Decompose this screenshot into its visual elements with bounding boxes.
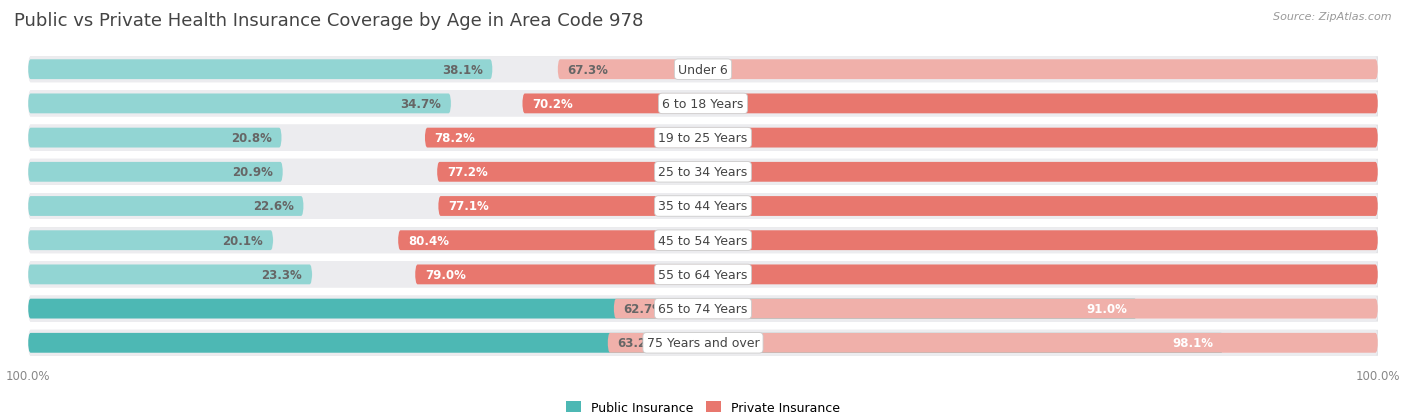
Text: 77.2%: 77.2% [447,166,488,179]
FancyBboxPatch shape [30,91,1379,117]
FancyBboxPatch shape [28,125,1378,151]
Text: 45 to 54 Years: 45 to 54 Years [658,234,748,247]
FancyBboxPatch shape [28,228,1378,254]
FancyBboxPatch shape [28,299,1137,319]
FancyBboxPatch shape [30,57,1379,83]
FancyBboxPatch shape [30,159,1379,185]
Text: 34.7%: 34.7% [401,97,441,111]
FancyBboxPatch shape [398,231,1378,251]
FancyBboxPatch shape [30,125,1379,151]
FancyBboxPatch shape [30,330,1379,356]
Text: 22.6%: 22.6% [253,200,294,213]
FancyBboxPatch shape [28,162,283,182]
Text: 20.1%: 20.1% [222,234,263,247]
Text: Public vs Private Health Insurance Coverage by Age in Area Code 978: Public vs Private Health Insurance Cover… [14,12,644,30]
Text: 62.7%: 62.7% [624,302,665,316]
Text: Under 6: Under 6 [678,64,728,76]
Text: 38.1%: 38.1% [441,64,482,76]
Text: 63.2%: 63.2% [617,337,658,349]
Text: 20.8%: 20.8% [231,132,271,145]
Text: 98.1%: 98.1% [1173,337,1213,349]
Text: 78.2%: 78.2% [434,132,475,145]
Text: Source: ZipAtlas.com: Source: ZipAtlas.com [1274,12,1392,22]
FancyBboxPatch shape [30,228,1379,254]
Text: 65 to 74 Years: 65 to 74 Years [658,302,748,316]
FancyBboxPatch shape [614,299,1378,319]
Text: 23.3%: 23.3% [262,268,302,281]
Legend: Public Insurance, Private Insurance: Public Insurance, Private Insurance [567,401,839,413]
FancyBboxPatch shape [28,231,273,251]
Text: 91.0%: 91.0% [1087,302,1128,316]
FancyBboxPatch shape [28,333,1223,353]
Text: 70.2%: 70.2% [531,97,572,111]
Text: 67.3%: 67.3% [568,64,609,76]
Text: 19 to 25 Years: 19 to 25 Years [658,132,748,145]
Text: 79.0%: 79.0% [425,268,465,281]
FancyBboxPatch shape [28,265,312,285]
FancyBboxPatch shape [28,197,304,216]
FancyBboxPatch shape [30,262,1379,288]
FancyBboxPatch shape [28,57,1378,83]
Text: 35 to 44 Years: 35 to 44 Years [658,200,748,213]
Text: 80.4%: 80.4% [408,234,449,247]
Text: 75 Years and over: 75 Years and over [647,337,759,349]
FancyBboxPatch shape [28,330,1378,356]
FancyBboxPatch shape [28,159,1378,185]
FancyBboxPatch shape [425,128,1378,148]
FancyBboxPatch shape [28,262,1378,288]
FancyBboxPatch shape [28,296,1378,322]
FancyBboxPatch shape [415,265,1378,285]
Text: 55 to 64 Years: 55 to 64 Years [658,268,748,281]
FancyBboxPatch shape [28,94,451,114]
FancyBboxPatch shape [558,60,1378,80]
Text: 25 to 34 Years: 25 to 34 Years [658,166,748,179]
FancyBboxPatch shape [28,91,1378,117]
FancyBboxPatch shape [28,194,1378,219]
FancyBboxPatch shape [439,197,1378,216]
FancyBboxPatch shape [28,60,492,80]
FancyBboxPatch shape [30,296,1379,322]
FancyBboxPatch shape [437,162,1378,182]
FancyBboxPatch shape [30,194,1379,219]
FancyBboxPatch shape [523,94,1378,114]
Text: 20.9%: 20.9% [232,166,273,179]
FancyBboxPatch shape [28,128,281,148]
Text: 6 to 18 Years: 6 to 18 Years [662,97,744,111]
FancyBboxPatch shape [607,333,1378,353]
Text: 77.1%: 77.1% [449,200,489,213]
